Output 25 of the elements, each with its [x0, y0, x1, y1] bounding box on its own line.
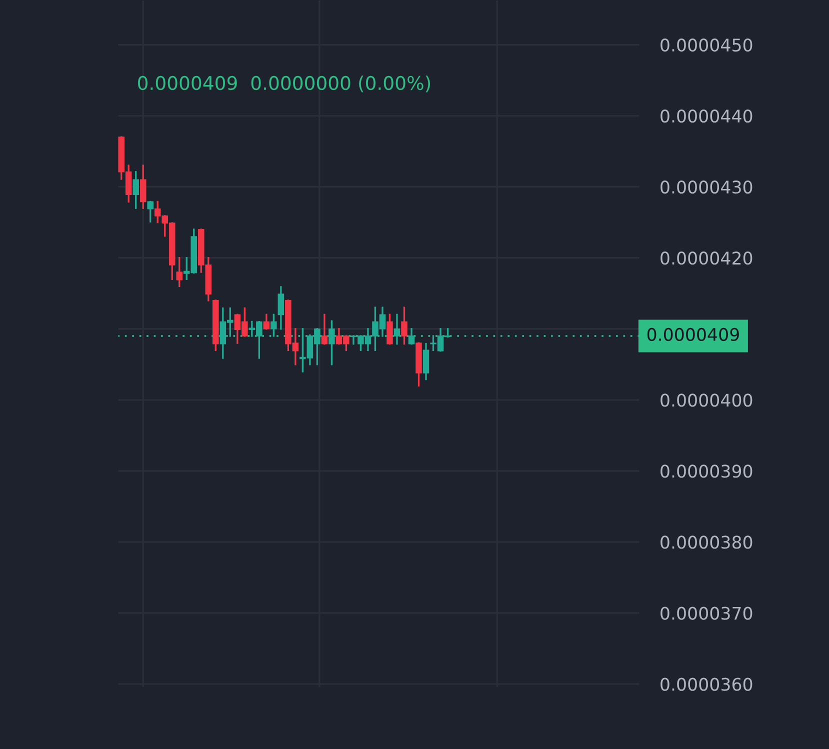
candlestick	[394, 314, 400, 345]
candlestick	[422, 342, 430, 380]
candlestick	[278, 286, 284, 330]
y-tick-label: 0.0000360	[660, 678, 752, 691]
y-tick-label: 0.0000450	[660, 38, 752, 52]
candlestick	[386, 314, 393, 345]
y-tick-label: 0.0000430	[660, 180, 752, 194]
y-tick-label: 0.0000370	[660, 606, 752, 620]
candlestick	[321, 314, 328, 345]
candlestick	[176, 257, 183, 288]
candlestick	[270, 314, 277, 337]
candlestick	[263, 314, 270, 330]
candlestick	[140, 164, 146, 209]
y-tick-label: 0.0000420	[660, 252, 752, 265]
candlestick	[328, 320, 335, 366]
ref-line-label: 0.0000409	[647, 328, 739, 342]
y-tick-label: 0.0000390	[660, 464, 752, 478]
candlestick	[147, 200, 154, 222]
candlestick	[132, 171, 139, 209]
y-tick-label: 0.0000380	[660, 536, 752, 549]
y-tick-label: 0.0000400	[660, 394, 752, 407]
text: 0.0000409 0.0000000 (0.00%)	[138, 76, 430, 92]
y-tick-label: 0.0000440	[660, 109, 752, 123]
candlestick	[401, 306, 408, 345]
candlestick	[408, 328, 415, 345]
